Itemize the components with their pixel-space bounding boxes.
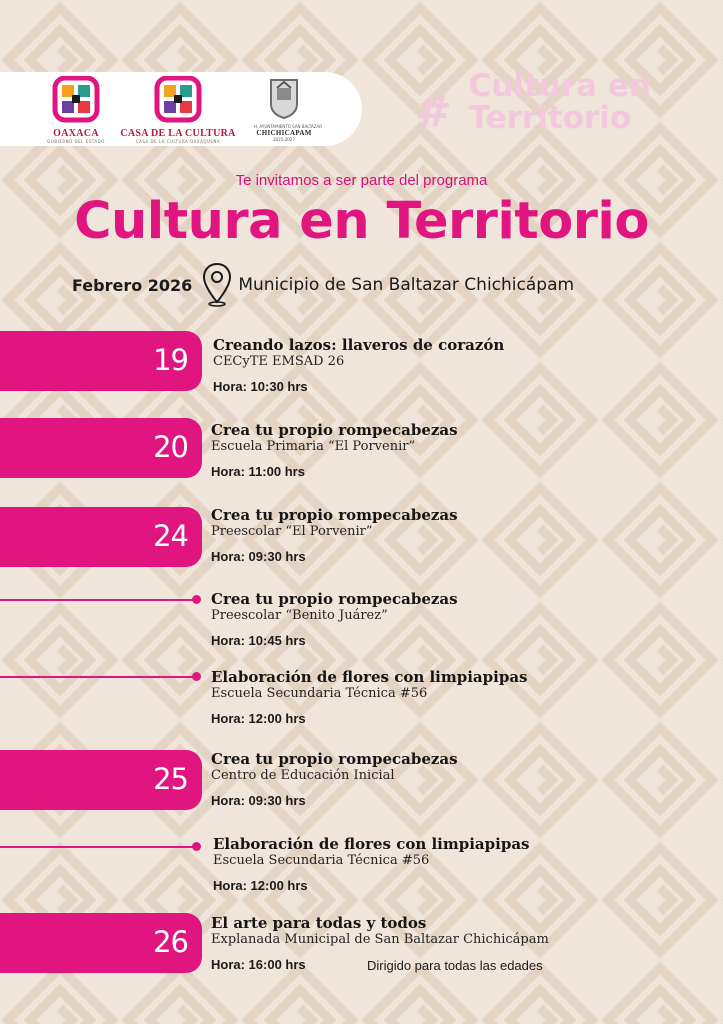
event-item: Elaboración de flores con limpiapipas Es… (211, 668, 528, 726)
municipio-subcaption: 2025-2027 (273, 137, 295, 142)
event-title: El arte para todas y todos (211, 914, 427, 932)
event-title: Elaboración de flores con limpiapipas (213, 835, 530, 853)
event-title: Creando lazos: llaveros de corazón (213, 336, 505, 354)
event-venue: Escuela Secundaria Técnica #56 (211, 686, 428, 701)
event-title: Elaboración de flores con limpiapipas (211, 668, 528, 686)
event-item: Crea tu propio rompecabezas Centro de Ed… (211, 750, 458, 808)
date-label: Febrero 2026 (72, 275, 193, 295)
casa-cultura-subcaption: CASA DE LA CULTURA OAXAQUEÑA (135, 139, 221, 144)
event-venue: Explanada Municipal de San Baltazar Chic… (211, 932, 549, 947)
day-tab-24: 24 (0, 507, 202, 567)
event-item: Crea tu propio rompecabezas Preescolar “… (211, 506, 458, 564)
event-title: Crea tu propio rompecabezas (211, 590, 458, 608)
casa-cultura-logo: CASA DE LA CULTURA CASA DE LA CULTURA OA… (118, 75, 238, 144)
page-title: Cultura en Territorio (74, 192, 649, 251)
event-time: Hora: 11:00 hrs (211, 464, 305, 479)
timeline-dot (192, 595, 201, 604)
timeline-dot (192, 842, 201, 851)
event-item: Crea tu propio rompecabezas Preescolar “… (211, 590, 458, 648)
casa-cultura-emblem-icon (154, 75, 202, 123)
event-venue: Escuela Secundaria Técnica #56 (213, 853, 430, 868)
event-venue: Escuela Primaria “El Porvenir” (211, 439, 416, 454)
municipio-caption: CHICHICAPAM (256, 129, 312, 137)
municipio-caption-top: H. AYUNTAMIENTO SAN BALTAZAR (254, 124, 323, 129)
corner-hashtag-line1: Cultura en (468, 68, 651, 104)
corner-hashtag-line2: Territorio (468, 100, 632, 136)
oaxaca-caption: OAXACA (53, 128, 99, 139)
timeline-connector (0, 676, 196, 678)
event-venue: Preescolar “El Porvenir” (211, 524, 373, 539)
location-pin-icon (203, 262, 232, 307)
event-time: Hora: 12:00 hrs (213, 878, 308, 893)
event-time: Hora: 10:30 hrs (213, 379, 308, 394)
event-time: Hora: 10:45 hrs (211, 633, 306, 648)
location-label: Municipio de San Baltazar Chichicápam (238, 275, 575, 295)
event-title: Crea tu propio rompecabezas (211, 506, 458, 524)
event-venue: Centro de Educación Inicial (211, 768, 395, 783)
event-venue: CECyTE EMSAD 26 (213, 354, 345, 369)
oaxaca-subcaption: GOBIERNO DEL ESTADO (47, 139, 105, 144)
casa-cultura-caption: CASA DE LA CULTURA (120, 128, 236, 139)
event-time: Hora: 09:30 hrs (211, 793, 306, 808)
corner-hashtag: Cultura en Territorio (469, 70, 651, 134)
day-number: 24 (153, 519, 189, 553)
event-item: Creando lazos: llaveros de corazón CECyT… (213, 336, 504, 394)
date-location-row: Febrero 2026 Municipio de San Baltazar C… (72, 262, 574, 308)
day-number: 26 (153, 925, 189, 959)
day-tab-26: 26 (0, 913, 202, 973)
timeline-dot (192, 672, 201, 681)
day-number: 20 (153, 430, 189, 464)
oaxaca-logo: OAXACA GOBIERNO DEL ESTADO (46, 75, 106, 144)
event-item: Elaboración de flores con limpiapipas Es… (213, 835, 530, 893)
logo-bar: OAXACA GOBIERNO DEL ESTADO CASA DE LA CU… (0, 72, 362, 146)
municipio-shield-icon (270, 79, 298, 120)
event-time: Hora: 09:30 hrs (211, 549, 306, 564)
municipio-logo: H. AYUNTAMIENTO SAN BALTAZAR CHICHICAPAM… (254, 76, 323, 142)
day-tab-20: 20 (0, 418, 202, 478)
oaxaca-emblem-icon (52, 75, 100, 123)
corner-hash: # (415, 86, 452, 137)
day-tab-25: 25 (0, 750, 202, 810)
timeline-connector (0, 846, 196, 848)
event-title: Crea tu propio rompecabezas (211, 421, 458, 439)
day-number: 19 (153, 343, 189, 377)
event-item: Crea tu propio rompecabezas Escuela Prim… (211, 421, 458, 479)
event-item: El arte para todas y todos Explanada Mun… (211, 914, 549, 972)
intro-text: Te invitamos a ser parte del programa (235, 172, 488, 189)
day-number: 25 (153, 762, 189, 796)
event-title: Crea tu propio rompecabezas (211, 750, 458, 768)
event-time: Hora: 12:00 hrs (211, 711, 306, 726)
event-venue: Preescolar “Benito Juárez” (211, 608, 388, 623)
day-tab-19: 19 (0, 331, 202, 391)
event-time: Hora: 16:00 hrs (211, 957, 306, 972)
timeline-connector (0, 599, 196, 601)
audience-note: Dirigido para todas las edades (367, 958, 543, 973)
